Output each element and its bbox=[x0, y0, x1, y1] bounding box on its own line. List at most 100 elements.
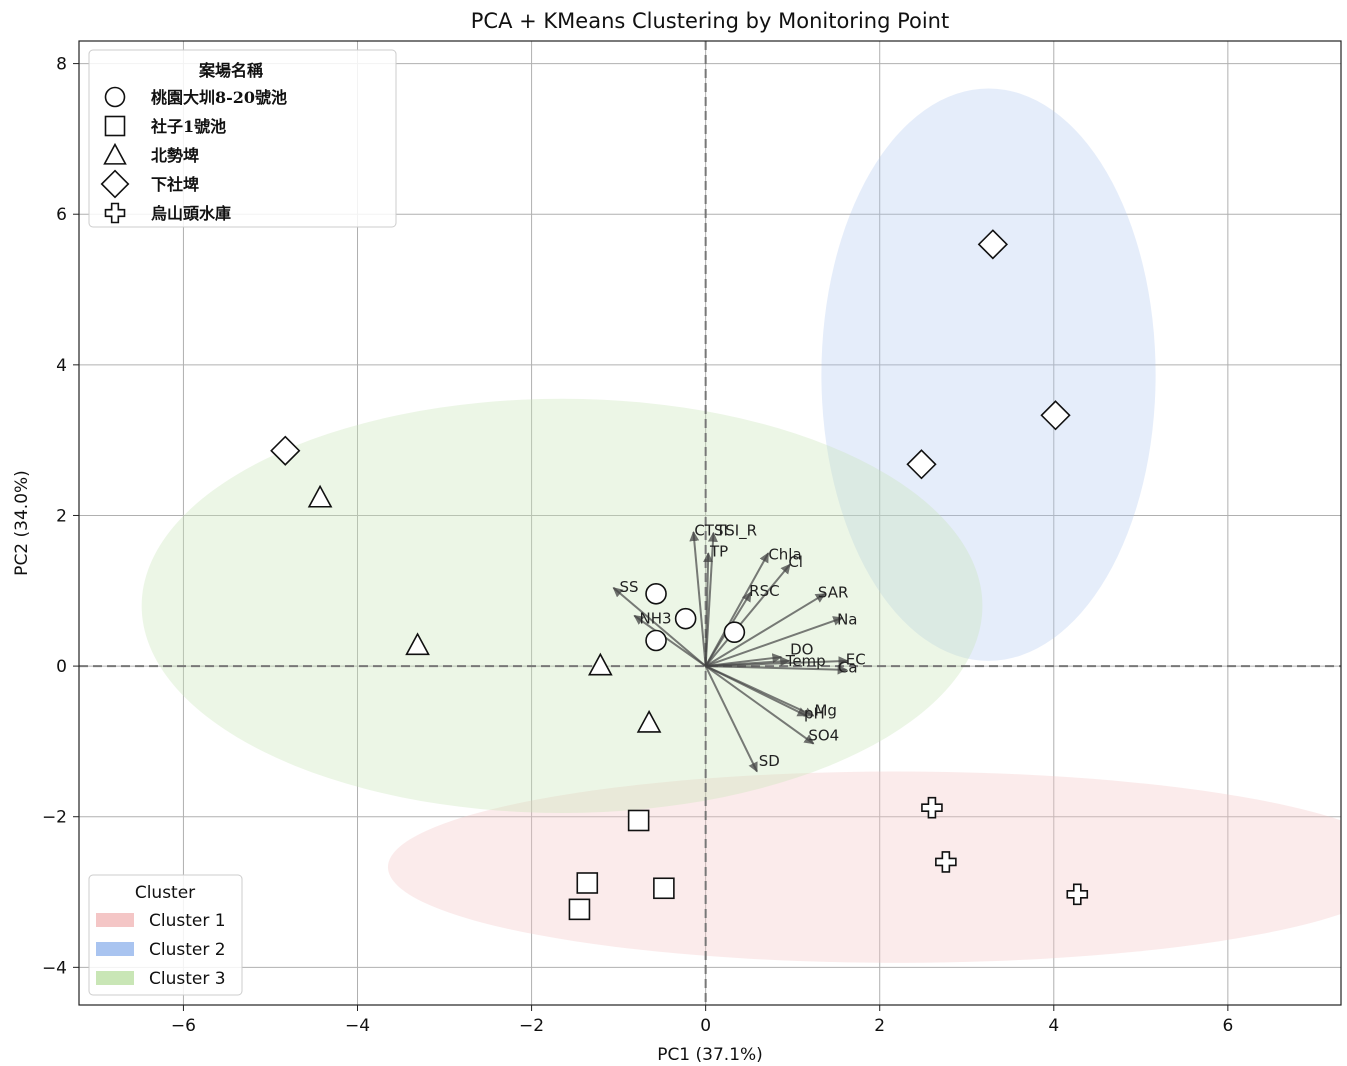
grid bbox=[79, 41, 1341, 1005]
loading-label-ph: pH bbox=[804, 705, 825, 723]
loading-label-so4: SO4 bbox=[808, 726, 839, 744]
point-circle bbox=[674, 607, 697, 630]
cluster-legend-swatch-2 bbox=[96, 942, 134, 956]
point-plus bbox=[921, 796, 943, 819]
loading-label-ec: EC bbox=[846, 650, 866, 668]
cluster-ellipse-1 bbox=[388, 771, 1341, 963]
loading-label-do: DO bbox=[790, 641, 813, 659]
point-square bbox=[568, 898, 591, 921]
site-legend-label: 桃園大圳8-20號池 bbox=[151, 88, 287, 107]
point-circle bbox=[645, 582, 667, 605]
site-legend-marker-circle bbox=[104, 86, 126, 108]
point-triangle bbox=[636, 709, 662, 733]
y-tick-label: 8 bbox=[56, 55, 67, 75]
loading-arrow-ec bbox=[705, 656, 849, 668]
loading-arrow-ph bbox=[705, 665, 808, 717]
loading-label-cl: Cl bbox=[788, 553, 803, 571]
loading-label-sar: SAR bbox=[818, 583, 848, 601]
point-triangle bbox=[405, 632, 430, 656]
loading-label-ss: SS bbox=[619, 578, 638, 596]
cluster-legend-swatch-1 bbox=[96, 913, 134, 927]
y-tick-label: 0 bbox=[56, 657, 67, 677]
point-diamond bbox=[906, 449, 937, 480]
loading-label-mg: Mg bbox=[814, 702, 836, 720]
cluster-legend-box bbox=[88, 874, 243, 996]
loading-arrow-sar bbox=[705, 592, 826, 667]
loading-arrow-na bbox=[705, 616, 844, 668]
loading-label-chla: Chla bbox=[768, 546, 801, 564]
point-circle bbox=[723, 621, 746, 644]
point-square bbox=[576, 872, 599, 894]
loading-label-tp: TP bbox=[709, 543, 728, 561]
site-legend-marker-plus bbox=[104, 202, 126, 224]
loading-label-nh3: NH3 bbox=[640, 610, 672, 628]
loading-label-na: Na bbox=[837, 610, 857, 628]
data-points bbox=[270, 229, 1089, 921]
loading-arrow-ca bbox=[705, 664, 848, 675]
y-ticks: −4 −2 0 2 4 6 8 bbox=[42, 55, 79, 978]
loading-label-tsi_r: TSI_R bbox=[715, 522, 757, 541]
site-legend-marker-triangle bbox=[103, 142, 127, 165]
point-circle bbox=[645, 629, 667, 652]
point-plus bbox=[935, 851, 957, 873]
y-tick-label: 6 bbox=[56, 205, 67, 225]
cluster-legend-label-1: Cluster 1 bbox=[149, 911, 226, 931]
point-diamond bbox=[1040, 400, 1071, 431]
x-tick-label: 0 bbox=[700, 1016, 711, 1036]
x-tick-label: −6 bbox=[171, 1016, 196, 1036]
cluster-legend-label-3: Cluster 3 bbox=[149, 969, 226, 989]
x-ticks: −6 −4 −2 0 2 4 6 bbox=[171, 1005, 1233, 1036]
loading-arrow-nh3 bbox=[633, 614, 707, 667]
point-triangle bbox=[587, 652, 613, 676]
site-legend-label: 社子1號池 bbox=[150, 117, 226, 136]
point-diamond bbox=[977, 229, 1008, 260]
point-diamond bbox=[270, 435, 301, 466]
site-legend-title: 案場名稱 bbox=[198, 61, 263, 80]
point-square bbox=[653, 877, 675, 900]
loading-arrow-sd bbox=[704, 665, 758, 773]
loading-label-sd: SD bbox=[759, 752, 780, 770]
loading-arrow-ctsi bbox=[689, 531, 707, 667]
y-tick-label: 2 bbox=[56, 506, 67, 526]
site-legend-label: 北勢埤 bbox=[151, 146, 199, 165]
loading-label-ca: Ca bbox=[838, 659, 858, 677]
loading-vectors bbox=[612, 531, 849, 773]
cluster-legend: Cluster Cluster 1 Cluster 2 Cluster 3 bbox=[88, 874, 243, 996]
cluster-ellipses bbox=[141, 88, 1341, 963]
point-square bbox=[627, 809, 650, 832]
site-legend-label: 烏山頭水庫 bbox=[151, 204, 231, 223]
cluster-legend-label-2: Cluster 2 bbox=[149, 940, 226, 960]
x-tick-label: −4 bbox=[345, 1016, 370, 1036]
x-axis-label: PC1 (37.1%) bbox=[657, 1045, 763, 1065]
site-legend-marker-diamond bbox=[100, 169, 130, 199]
y-tick-label: 4 bbox=[56, 356, 67, 376]
cluster-ellipse-2 bbox=[821, 88, 1156, 661]
x-tick-label: 6 bbox=[1222, 1016, 1233, 1036]
cluster-legend-swatch-3 bbox=[96, 971, 134, 985]
loading-arrow-ss bbox=[612, 587, 707, 667]
y-tick-label: −4 bbox=[42, 958, 67, 978]
point-triangle bbox=[307, 484, 333, 508]
x-tick-label: −2 bbox=[519, 1016, 544, 1036]
site-legend-label: 下社埤 bbox=[151, 175, 199, 194]
plot-frame bbox=[78, 40, 1342, 1006]
loading-arrow-cl bbox=[704, 563, 791, 667]
cluster-ellipse-3 bbox=[141, 398, 983, 813]
x-tick-label: 4 bbox=[1048, 1016, 1059, 1036]
y-tick-label: −2 bbox=[42, 808, 67, 828]
x-tick-label: 2 bbox=[874, 1016, 885, 1036]
point-plus bbox=[1066, 883, 1089, 906]
chart-title: PCA + KMeans Clustering by Monitoring Po… bbox=[471, 9, 949, 33]
loading-arrow-tp bbox=[703, 552, 714, 667]
loading-arrow-so4 bbox=[705, 665, 815, 745]
site-legend-box bbox=[88, 49, 397, 228]
cluster-legend-title: Cluster bbox=[135, 883, 195, 903]
loading-label-temp: Temp bbox=[785, 652, 826, 670]
loading-label-rsc: RSC bbox=[749, 582, 779, 600]
y-axis-label: PC2 (34.0%) bbox=[12, 470, 32, 576]
loading-label-ctsi: CTSI bbox=[694, 522, 728, 540]
site-legend-marker-square bbox=[104, 115, 126, 137]
